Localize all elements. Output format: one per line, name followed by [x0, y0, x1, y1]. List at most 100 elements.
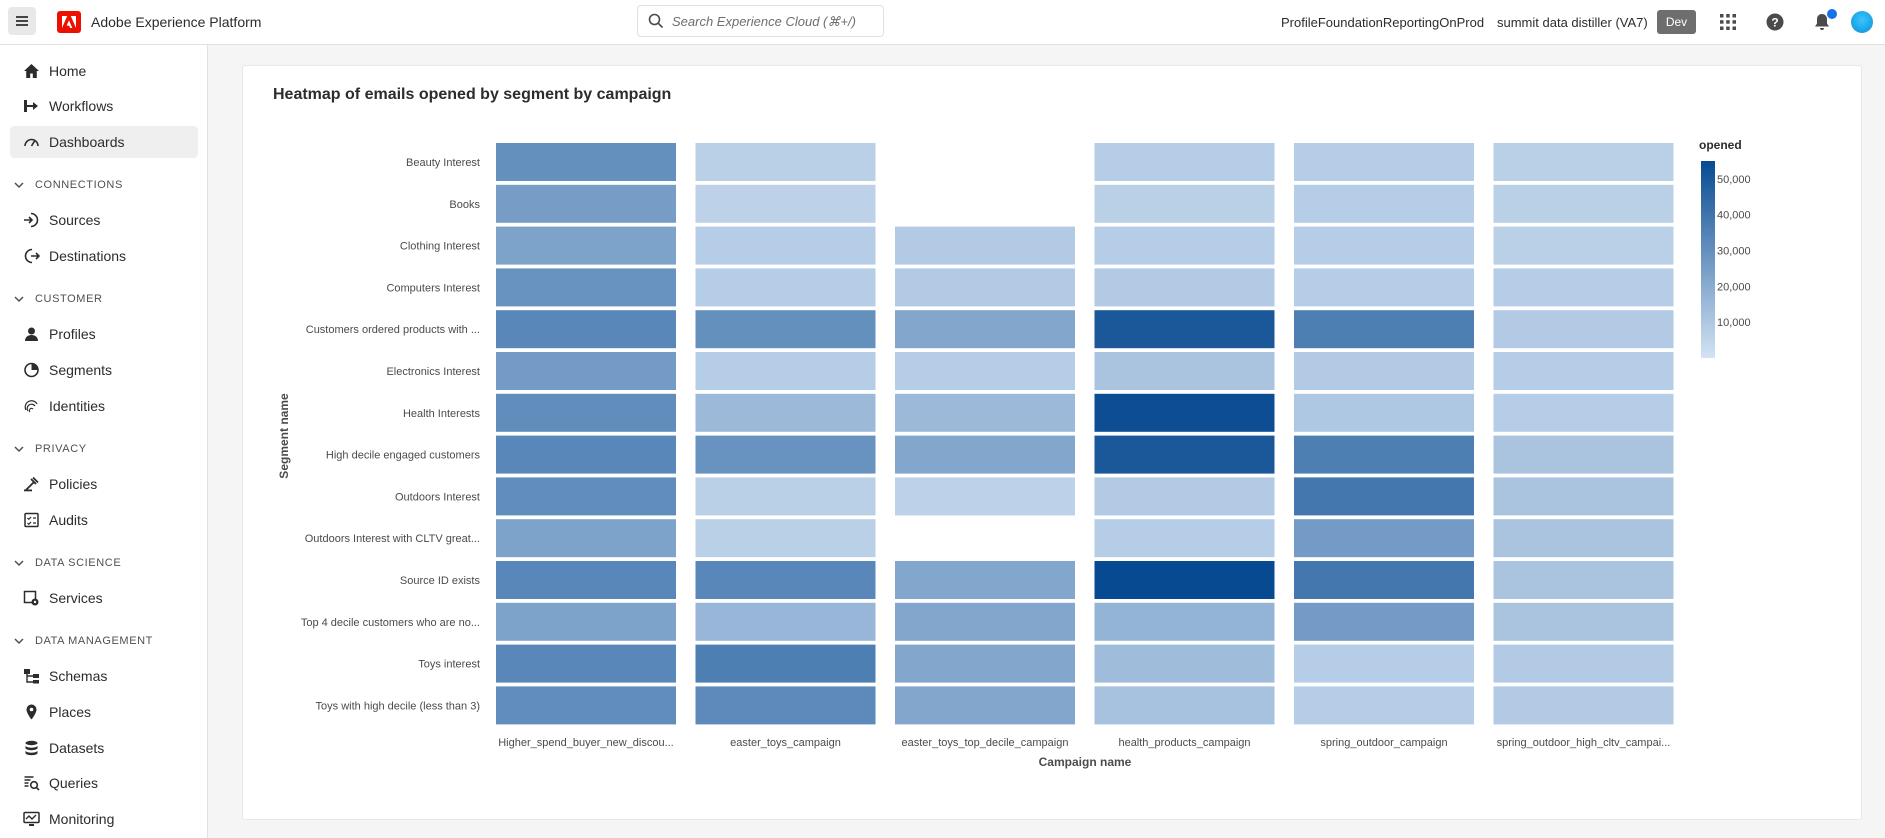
legend-tick-label: 30,000 — [1717, 246, 1751, 258]
heatmap-cell — [1094, 352, 1275, 390]
x-tick-label: easter_toys_campaign — [730, 737, 841, 749]
sidebar-item-monitoring[interactable]: Monitoring — [10, 803, 198, 835]
monitoring-icon — [22, 810, 40, 828]
heatmap-cell — [695, 352, 876, 390]
sidebar-item-datasets[interactable]: Datasets — [10, 732, 198, 764]
bell-icon[interactable] — [1812, 12, 1832, 32]
env-badge[interactable]: Dev — [1657, 10, 1696, 34]
heatmap-cell — [895, 310, 1075, 349]
heatmap-cell — [695, 477, 876, 516]
heatmap-cell — [1493, 352, 1674, 390]
destinations-icon — [22, 247, 40, 265]
heatmap-cell — [895, 226, 1075, 265]
heatmap-cell — [895, 268, 1075, 307]
heatmap-cell — [1094, 310, 1275, 349]
heatmap-cell — [1294, 184, 1474, 223]
heatmap-cell — [695, 602, 876, 641]
heatmap-cell — [1294, 477, 1474, 516]
sidebar-item-workflows[interactable]: Workflows — [10, 90, 198, 122]
heatmap-cell — [695, 435, 876, 474]
sidebar-item-services[interactable]: Services — [10, 582, 198, 614]
profiles-icon — [22, 325, 40, 343]
x-tick-label: spring_outdoor_campaign — [1320, 737, 1447, 749]
heatmap-cell — [1294, 686, 1474, 725]
sidebar-item-identities[interactable]: Identities — [10, 390, 198, 422]
heatmap-cell — [496, 268, 676, 307]
section-customer[interactable]: CUSTOMER — [14, 291, 103, 307]
heatmap-cell — [1094, 519, 1275, 558]
y-tick-label: Outdoors Interest with CLTV great... — [305, 533, 480, 545]
sidebar-item-destinations[interactable]: Destinations — [10, 240, 198, 272]
policies-icon — [22, 475, 40, 493]
y-axis-label: Segment name — [277, 393, 291, 479]
heatmap-cell — [1493, 477, 1674, 516]
adobe-logo-icon[interactable] — [57, 11, 81, 33]
sidebar-item-label: Schemas — [49, 668, 108, 684]
sidebar-item-segments[interactable]: Segments — [10, 354, 198, 386]
heatmap-cell — [496, 477, 676, 516]
heatmap-cell — [496, 184, 676, 223]
sidebar-item-audits[interactable]: Audits — [10, 504, 198, 536]
legend-tick-label: 50,000 — [1717, 174, 1751, 186]
heatmap-cell — [1294, 143, 1474, 181]
heatmap-cell — [695, 310, 876, 349]
heatmap-cell — [1294, 310, 1474, 349]
section-privacy[interactable]: PRIVACY — [14, 441, 87, 457]
section-data-science[interactable]: DATA SCIENCE — [14, 555, 121, 571]
sidebar-item-sources[interactable]: Sources — [10, 204, 198, 236]
heatmap-cell — [1493, 602, 1674, 641]
help-icon[interactable]: ? — [1765, 12, 1785, 32]
schemas-icon — [22, 667, 40, 685]
menu-icon[interactable] — [8, 7, 36, 35]
sidebar-item-queries[interactable]: Queries — [10, 767, 198, 799]
search-input[interactable] — [672, 13, 872, 29]
heatmap-cell — [496, 310, 676, 349]
heatmap-cell — [1294, 268, 1474, 307]
heatmap-cell — [1294, 644, 1474, 683]
y-tick-label: Books — [449, 199, 480, 211]
heatmap-cell — [1493, 561, 1674, 599]
heatmap-cell — [895, 686, 1075, 725]
sidebar-item-profiles[interactable]: Profiles — [10, 318, 198, 350]
sidebar-item-home[interactable]: Home — [10, 55, 198, 87]
sidebar-item-policies[interactable]: Policies — [10, 468, 198, 500]
heatmap-cell — [1294, 435, 1474, 474]
org-switcher[interactable]: ProfileFoundationReportingOnProd — [1281, 15, 1485, 30]
sidebar-item-dashboards[interactable]: Dashboards — [10, 126, 198, 158]
chevron-down-icon — [14, 638, 24, 645]
heatmap-cell — [1094, 393, 1275, 432]
y-tick-label: Top 4 decile customers who are no... — [301, 617, 480, 629]
heatmap-cell — [695, 686, 876, 725]
y-tick-label: Toys interest — [418, 659, 480, 671]
chevron-down-icon — [14, 296, 24, 303]
legend-gradient — [1701, 161, 1715, 358]
heatmap-cell — [496, 435, 676, 474]
y-tick-label: Toys with high decile (less than 3) — [316, 700, 480, 712]
heatmap-cell — [496, 226, 676, 265]
heatmap-cell — [496, 561, 676, 599]
apps-grid-icon[interactable] — [1718, 12, 1738, 32]
avatar[interactable] — [1851, 11, 1873, 33]
heatmap-cell — [695, 393, 876, 432]
sandbox-switcher[interactable]: summit data distiller (VA7) — [1497, 15, 1648, 30]
heatmap-cell — [496, 352, 676, 390]
heatmap-cell — [695, 268, 876, 307]
heatmap-cell — [1493, 143, 1674, 181]
section-connections[interactable]: CONNECTIONS — [14, 177, 123, 193]
datasets-icon — [22, 739, 40, 757]
heatmap-cell — [895, 352, 1075, 390]
heatmap-cell — [1493, 686, 1674, 725]
heatmap-cell — [695, 644, 876, 683]
y-tick-label: Health Interests — [403, 408, 481, 420]
search-icon — [648, 13, 664, 29]
sidebar-item-places[interactable]: Places — [10, 696, 198, 728]
app-title[interactable]: Adobe Experience Platform — [91, 14, 262, 30]
section-data-management[interactable]: DATA MANAGEMENT — [14, 633, 153, 649]
heatmap-cell — [895, 435, 1075, 474]
heatmap-card: Heatmap of emails opened by segment by c… — [242, 65, 1862, 820]
heatmap-cell — [1094, 226, 1275, 265]
sidebar-item-schemas[interactable]: Schemas — [10, 660, 198, 692]
y-tick-label: Source ID exists — [400, 575, 481, 587]
search-box[interactable] — [637, 5, 884, 37]
heatmap-chart[interactable]: Beauty Interest Books Clothing Interest Com… — [243, 66, 1863, 821]
